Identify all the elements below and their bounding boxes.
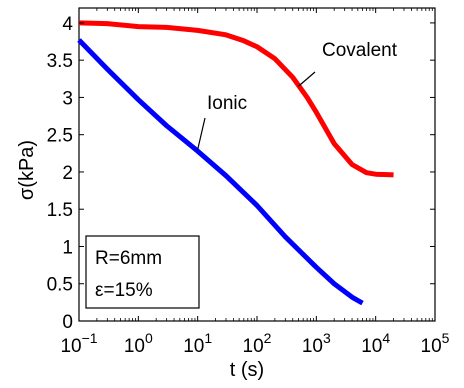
x-tick-label: 10−1 bbox=[60, 330, 97, 357]
y-tick-label: 4 bbox=[62, 14, 73, 35]
info-box-frame bbox=[85, 235, 200, 309]
y-tick-label: 0 bbox=[62, 312, 73, 333]
x-tick-label: 100 bbox=[124, 330, 153, 357]
annotation-label-covalent: Covalent bbox=[322, 40, 398, 61]
series-line-covalent bbox=[78, 20, 394, 178]
y-tick-label: 3 bbox=[62, 88, 73, 109]
y-tick-label: 1 bbox=[62, 237, 73, 258]
x-tick-label: 104 bbox=[361, 330, 390, 357]
y-tick-label: 0.5 bbox=[47, 275, 73, 296]
annotation-leader-ionic bbox=[197, 117, 206, 150]
y-axis-label: σ(kPa) bbox=[16, 140, 38, 200]
annotation-label-ionic: Ionic bbox=[207, 93, 247, 114]
x-tick-label: 105 bbox=[421, 330, 450, 357]
info-box-strain: ε=15% bbox=[95, 280, 153, 301]
annotation-leader-covalent bbox=[298, 71, 316, 87]
x-tick-label: 102 bbox=[243, 330, 272, 357]
x-tick-label: 103 bbox=[302, 330, 331, 357]
x-axis-label: t (s) bbox=[230, 359, 264, 381]
info-box-radius: R=6mm bbox=[95, 248, 162, 269]
y-tick-label: 3.5 bbox=[47, 51, 73, 72]
series-line-ionic bbox=[77, 38, 364, 306]
info-box: R=6mm ε=15% bbox=[85, 235, 200, 309]
y-tick-label: 2 bbox=[62, 163, 73, 184]
y-tick-label: 1.5 bbox=[47, 200, 73, 221]
x-tick-label: 101 bbox=[183, 330, 212, 357]
y-tick-label: 2.5 bbox=[47, 126, 73, 147]
